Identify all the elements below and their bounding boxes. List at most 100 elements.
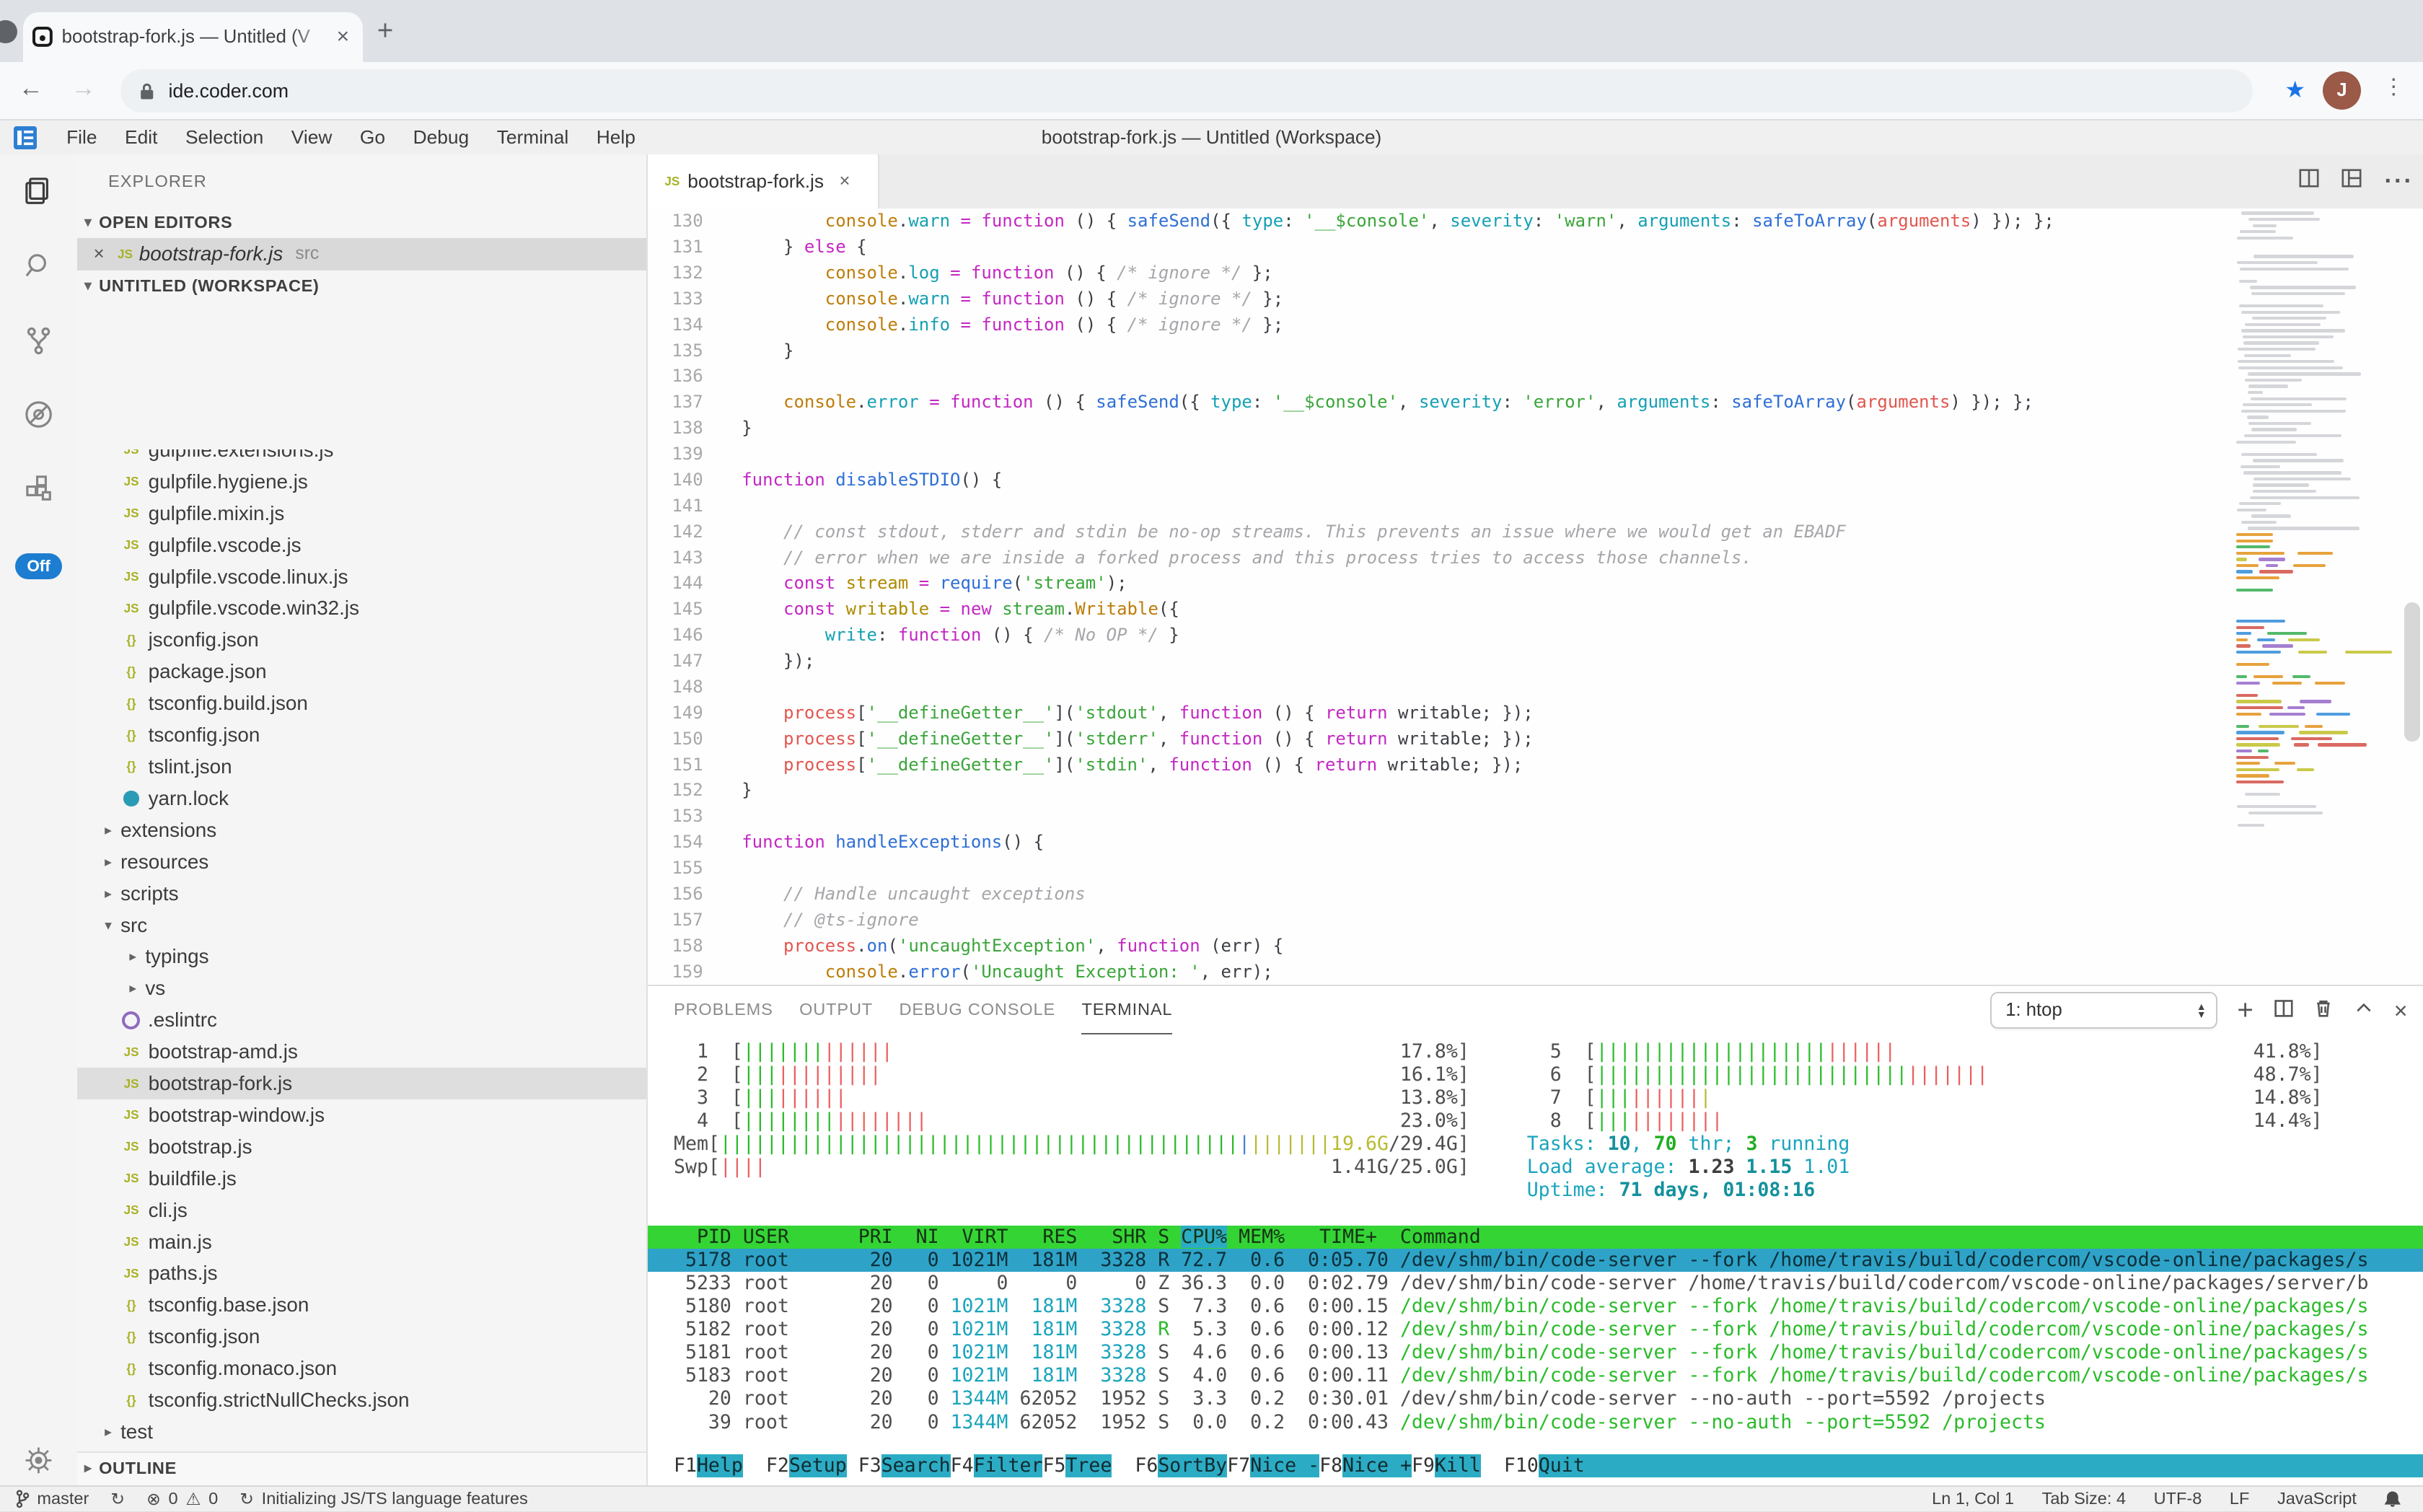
fkey[interactable]: F3	[858, 1454, 881, 1477]
extensions-icon[interactable]	[0, 451, 77, 525]
tree-item[interactable]: JS cli.js	[77, 1195, 646, 1226]
kill-terminal-icon[interactable]	[2313, 998, 2334, 1022]
menu-go[interactable]: Go	[359, 126, 386, 149]
close-icon[interactable]: ×	[93, 243, 105, 264]
panel-tab-output[interactable]: OUTPUT	[799, 999, 874, 1019]
new-terminal-icon[interactable]: +	[2237, 994, 2253, 1026]
back-icon[interactable]: ←	[18, 74, 43, 102]
fkey-label[interactable]: SortBy	[1158, 1454, 1228, 1477]
fkey-label[interactable]: Search	[881, 1454, 951, 1477]
workspace-section[interactable]: ▾ UNTITLED (WORKSPACE)	[77, 271, 646, 302]
problems-item[interactable]: ⊗ 0 ⚠ 0	[146, 1489, 219, 1508]
new-tab-button[interactable]: +	[377, 14, 394, 46]
tree-item[interactable]: JS gulpfile.hygiene.js	[77, 466, 646, 498]
menu-file[interactable]: File	[66, 126, 97, 149]
terminal-picker[interactable]: 1: htop ▲ ▼	[1989, 992, 2217, 1029]
fkey[interactable]: F5	[1042, 1454, 1066, 1477]
tree-item[interactable]: {} tsconfig.json	[77, 719, 646, 751]
minimap[interactable]	[2231, 211, 2398, 861]
process-row[interactable]: 5181 root 20 0 1021M 181M 3328 S 4.6 0.6…	[673, 1341, 2369, 1364]
editor-scrollbar[interactable]	[2404, 602, 2420, 742]
tree-item[interactable]: JS bootstrap-window.js	[77, 1099, 646, 1131]
explorer-icon[interactable]	[0, 154, 77, 229]
sync-icon[interactable]: ↻	[110, 1489, 126, 1508]
tree-item[interactable]: {} tsconfig.json	[77, 1321, 646, 1353]
tab-size[interactable]: Tab Size: 4	[2041, 1489, 2127, 1508]
fkey[interactable]: F4	[950, 1454, 974, 1477]
tree-item[interactable]: ▸ vs	[77, 972, 646, 1004]
menu-edit[interactable]: Edit	[125, 126, 158, 149]
process-row[interactable]: 5178 root 20 0 1021M 181M 3328 R 72.7 0.…	[647, 1248, 2423, 1272]
bell-icon[interactable]	[2384, 1490, 2401, 1508]
cursor-position[interactable]: Ln 1, Col 1	[1932, 1489, 2015, 1508]
tree-item[interactable]: ▸ test	[77, 1416, 646, 1448]
fkey[interactable]: F10	[1503, 1454, 1539, 1477]
process-row[interactable]: 39 root 20 0 1344M 62052 1952 S 0.0 0.2 …	[673, 1410, 2046, 1433]
bookmark-star-icon[interactable]: ★	[2285, 76, 2306, 102]
tree-item[interactable]: JS bootstrap-amd.js	[77, 1036, 646, 1068]
code-editor[interactable]: 130 console.warn = function () { safeSen…	[647, 208, 2423, 985]
panel-tab-problems[interactable]: PROBLEMS	[673, 999, 773, 1019]
tree-item[interactable]: ▸ extensions	[77, 814, 646, 846]
tree-item[interactable]: {} jsconfig.json	[77, 624, 646, 656]
settings-gear-icon[interactable]	[0, 1445, 77, 1476]
fkey[interactable]: F8	[1319, 1454, 1343, 1477]
menu-debug[interactable]: Debug	[413, 126, 470, 149]
language-mode[interactable]: JavaScript	[2277, 1489, 2357, 1508]
menu-help[interactable]: Help	[596, 126, 636, 149]
fkey[interactable]: F6	[1135, 1454, 1158, 1477]
process-row[interactable]: 5233 root 20 0 0 0 0 Z 36.3 0.0 0:02.79 …	[673, 1271, 2369, 1294]
panel-tab-debug-console[interactable]: DEBUG CONSOLE	[899, 999, 1056, 1019]
tree-item[interactable]: JS bootstrap.js	[77, 1131, 646, 1163]
fkey-label[interactable]: Filter	[973, 1454, 1043, 1477]
fkey[interactable]: F9	[1411, 1454, 1435, 1477]
tree-item[interactable]: JS gulpfile.mixin.js	[77, 498, 646, 529]
editor-layout-icon[interactable]	[2341, 167, 2362, 195]
window-control[interactable]	[0, 19, 17, 43]
tree-item[interactable]: yarn.lock	[77, 783, 646, 814]
tab-bootstrap-fork[interactable]: JS bootstrap-fork.js ×	[647, 154, 879, 209]
debug-disabled-icon[interactable]	[0, 377, 77, 452]
encoding[interactable]: UTF-8	[2153, 1489, 2202, 1508]
tree-item[interactable]: JS gulpfile.vscode.js	[77, 529, 646, 561]
tree-item[interactable]: JS main.js	[77, 1226, 646, 1258]
fkey-label[interactable]: Tree	[1065, 1454, 1112, 1477]
panel-tab-terminal[interactable]: TERMINAL	[1081, 985, 1173, 1034]
tree-item[interactable]: JS gulpfile.vscode.linux.js	[77, 561, 646, 593]
fkey-label[interactable]: Kill	[1434, 1454, 1481, 1477]
tree-item[interactable]: ▾ src	[77, 910, 646, 941]
fkey-label[interactable]: Nice -	[1250, 1454, 1320, 1477]
fkey-label[interactable]: Quit	[1538, 1454, 1585, 1477]
tree-item[interactable]: JS gulpfile.extensions.js	[77, 449, 646, 465]
off-badge[interactable]: Off	[15, 553, 62, 580]
process-row[interactable]: 5180 root 20 0 1021M 181M 3328 S 7.3 0.6…	[673, 1294, 2369, 1317]
search-icon[interactable]	[0, 229, 77, 303]
source-control-icon[interactable]	[0, 303, 77, 377]
tree-item[interactable]: .eslintrc	[77, 1004, 646, 1036]
tree-item[interactable]: {} tsconfig.base.json	[77, 1289, 646, 1321]
open-editor-item[interactable]: × JS bootstrap-fork.js src	[77, 237, 646, 271]
browser-tab[interactable]: bootstrap-fork.js — Untitled (V ×	[23, 12, 364, 62]
fkey[interactable]: F1	[673, 1454, 697, 1477]
tree-item[interactable]: {} tsconfig.build.json	[77, 687, 646, 719]
process-row[interactable]: 5183 root 20 0 1021M 181M 3328 S 4.0 0.6…	[673, 1364, 2369, 1387]
process-row[interactable]: 20 root 20 0 1344M 62052 1952 S 3.3 0.2 …	[673, 1387, 2046, 1410]
fkey-label[interactable]: Help	[696, 1454, 743, 1477]
close-icon[interactable]: ×	[839, 171, 850, 192]
tree-item[interactable]: JS paths.js	[77, 1258, 646, 1290]
address-bar[interactable]: ide.coder.com	[120, 69, 2253, 113]
open-editors-section[interactable]: ▾ OPEN EDITORS	[77, 207, 646, 238]
fkey[interactable]: F7	[1227, 1454, 1251, 1477]
tree-item[interactable]: {} tsconfig.monaco.json	[77, 1353, 646, 1384]
maximize-panel-icon[interactable]	[2354, 998, 2374, 1022]
tab-close-icon[interactable]: ×	[336, 25, 350, 49]
fkey-label[interactable]: Nice +	[1342, 1454, 1412, 1477]
tree-item[interactable]: ▸ resources	[77, 846, 646, 878]
split-editor-icon[interactable]	[2298, 167, 2320, 195]
more-actions-icon[interactable]: ···	[2384, 167, 2414, 195]
eol[interactable]: LF	[2229, 1489, 2250, 1508]
menu-view[interactable]: View	[291, 126, 333, 149]
avatar[interactable]: J	[2322, 71, 2362, 110]
browser-menu-icon[interactable]: ⋮	[2383, 74, 2405, 99]
tree-item[interactable]: ▸ typings	[77, 941, 646, 972]
